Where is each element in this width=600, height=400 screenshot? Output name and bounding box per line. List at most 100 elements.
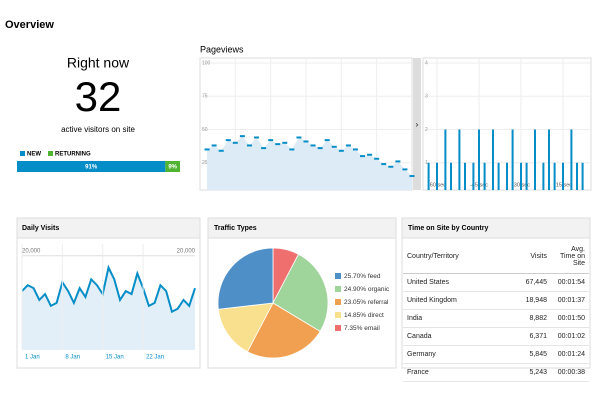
x-tick-label: 15 Jan <box>106 355 124 361</box>
table-cell: 8,882 <box>502 309 551 328</box>
panel-title: Traffic Types <box>214 225 257 232</box>
table-row: Canada 6,371 00:01:02 <box>403 327 589 346</box>
panel-header <box>207 217 397 239</box>
table-cell: United Kingdom <box>403 291 503 310</box>
pie-slice <box>217 302 274 353</box>
table-cell: 00:01:02 <box>551 327 589 346</box>
table-cell: 00:01:50 <box>551 309 589 328</box>
splitter-arrow: › <box>416 120 419 129</box>
legend-label: NEW <box>27 152 41 158</box>
y-tick-label: 20,000 <box>177 248 196 254</box>
legend-label: 24.90% organic <box>344 286 390 293</box>
legend-swatch <box>20 151 25 156</box>
x-tick-label: 1 Jan <box>25 355 40 361</box>
bar <box>576 162 578 190</box>
split-label: 9% <box>168 165 177 171</box>
legend-category: organic <box>368 286 390 293</box>
bar <box>534 129 536 190</box>
column-header: Country/Territory <box>403 239 503 274</box>
y-tick-label: 100 <box>202 60 211 66</box>
y-tick-label: 2 <box>425 127 428 133</box>
bar <box>553 162 556 190</box>
bar <box>581 162 584 190</box>
bar <box>542 162 545 190</box>
legend-label: 7.35% email <box>344 325 380 332</box>
table-cell: France <box>403 363 503 382</box>
table-row: United States 67,445 00:01:54 <box>403 273 589 292</box>
table-row: Germany 5,845 00:01:24 <box>403 345 589 364</box>
legend-label: 14.85% direct <box>344 312 384 319</box>
bar <box>444 129 447 190</box>
y-tick-label: 50 <box>202 127 208 133</box>
table-cell: 6,371 <box>502 327 551 346</box>
bar <box>562 162 564 190</box>
legend-swatch <box>335 312 341 318</box>
page-title: Overview <box>5 19 54 31</box>
panel-header <box>16 217 201 239</box>
table-cell: 00:01:54 <box>551 273 589 292</box>
legend-value: 7.35% <box>344 325 363 332</box>
legend-value: 24.90% <box>344 286 366 293</box>
table-row: India 8,882 00:01:50 <box>403 309 589 328</box>
splitter[interactable] <box>413 58 421 190</box>
legend-swatch <box>48 151 53 156</box>
split-bar <box>17 161 166 172</box>
bar <box>548 129 550 190</box>
panel-header <box>401 217 591 239</box>
bar <box>506 162 508 190</box>
legend-label: 23.05% referral <box>344 299 389 306</box>
x-tick-label: 8 Jan <box>65 355 80 361</box>
y-tick-label: 20,000 <box>22 248 41 254</box>
legend-category: referral <box>368 299 389 306</box>
line <box>21 264 196 314</box>
table-cell: 67,445 <box>502 273 551 292</box>
bar <box>478 129 480 190</box>
pageviews-title: Pageviews <box>200 44 244 54</box>
legend-value: 25.70% <box>344 273 366 280</box>
legend-label: RETURNING <box>55 152 91 158</box>
legend-swatch <box>335 299 341 305</box>
table-row: United Kingdom 18,948 00:01:37 <box>403 291 589 310</box>
table-row: France 5,243 00:00:38 <box>403 363 589 382</box>
pie-slice <box>246 302 321 359</box>
legend-category: email <box>364 325 380 332</box>
split-bar <box>165 161 180 172</box>
bar <box>464 162 466 190</box>
y-tick-label: 1 <box>425 160 428 166</box>
pie-slice <box>272 253 329 332</box>
table-cell: United States <box>403 273 503 292</box>
y-tick-label: 3 <box>425 94 428 100</box>
bar <box>483 162 486 190</box>
panel-title: Daily Visits <box>22 225 59 232</box>
legend-value: 14.85% <box>344 312 366 319</box>
y-tick-label: 25 <box>202 160 208 166</box>
bar <box>511 129 514 190</box>
table-cell: 00:01:24 <box>551 345 589 364</box>
table-cell: 5,243 <box>502 363 551 382</box>
legend-category: feed <box>368 273 381 280</box>
legend-swatch <box>335 286 341 292</box>
table-cell: India <box>403 309 503 328</box>
bar <box>427 162 430 190</box>
table-cell: 00:00:38 <box>551 363 589 382</box>
country-table: Country/Territory Visits Avg. Time on Site… <box>403 239 589 382</box>
pie-slice <box>217 247 274 310</box>
table-cell: 5,845 <box>502 345 551 364</box>
y-tick-label: 4 <box>425 60 428 66</box>
panel-title: Time on Site by Country <box>408 225 488 232</box>
column-header: Avg. Time on Site <box>551 239 589 274</box>
table-cell: 18,948 <box>502 291 551 310</box>
right-now-title: Right now <box>67 55 130 71</box>
column-header: Visits <box>502 239 551 274</box>
bar <box>497 162 500 190</box>
table-cell: Canada <box>403 327 503 346</box>
active-visitors: 32 <box>75 73 122 120</box>
legend-value: 23.05% <box>344 299 366 306</box>
legend-category: direct <box>368 312 384 319</box>
bar <box>525 162 528 190</box>
active-caption: active visitors on site <box>61 125 135 134</box>
legend-swatch <box>335 325 341 331</box>
split-label: 91% <box>85 165 98 171</box>
